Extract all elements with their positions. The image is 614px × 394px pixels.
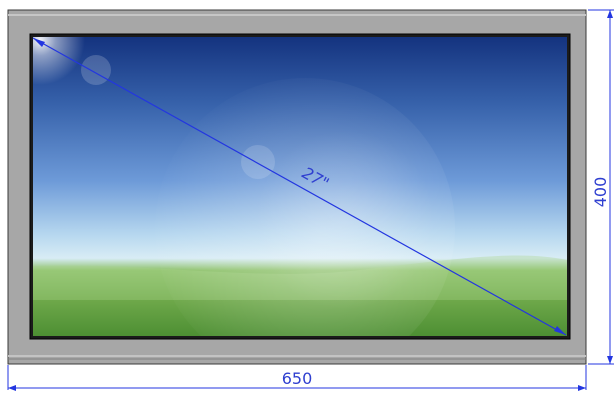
- sun-flare: [33, 37, 85, 85]
- width-label: 650: [282, 369, 313, 388]
- width-arrow-left: [8, 385, 16, 391]
- diagonal-arrow-end: [554, 326, 566, 335]
- height-label: 400: [591, 177, 610, 208]
- height-dimension: 400: [588, 9, 614, 365]
- diagonal-arrow-start: [33, 38, 45, 47]
- width-dimension: 650: [7, 365, 587, 391]
- height-arrow-top: [607, 10, 613, 18]
- width-arrow-right: [578, 385, 586, 391]
- lens-glow-small: [255, 130, 435, 310]
- lens-flare-dot-2: [241, 145, 275, 179]
- screen-wallpaper: [33, 37, 567, 336]
- lens-flare-dot-1: [81, 55, 111, 85]
- diagonal-line: [32, 37, 567, 336]
- height-arrow-bottom: [607, 356, 613, 364]
